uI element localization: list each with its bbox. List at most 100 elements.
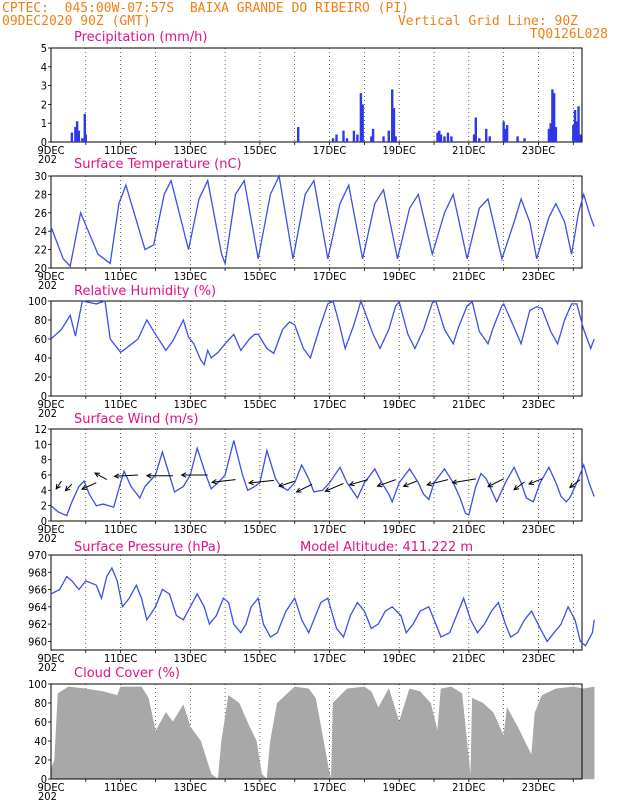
- x-tick-label: 9DEC: [37, 652, 64, 665]
- x-tick-label: 15DEC: [243, 781, 276, 794]
- series-line: [50, 298, 595, 367]
- precip-bar: [439, 134, 443, 142]
- x-tick-label: 23DEC: [522, 652, 555, 665]
- wind-vector: [569, 479, 581, 488]
- x-tick-label: 23DEC: [522, 398, 555, 411]
- y-tick-label: 2: [41, 500, 47, 513]
- x-tick-label: 11DEC: [104, 270, 137, 283]
- wind-arrowhead: [145, 473, 152, 479]
- precip-bar: [485, 128, 488, 142]
- x-tick-label: 19DEC: [383, 652, 416, 665]
- y-tick-label: 24: [34, 225, 47, 238]
- wind-vector: [528, 478, 543, 485]
- precip-bar: [552, 93, 556, 142]
- y-tick-label: 1: [41, 117, 47, 130]
- x-tick-label: 13DEC: [174, 144, 207, 157]
- x-tick-label: 15DEC: [243, 398, 276, 411]
- panel-title: Surface Wind (m/s): [74, 412, 198, 427]
- y-tick-label: 5: [41, 42, 47, 55]
- precip-bar: [342, 130, 345, 142]
- precip-bar: [579, 134, 582, 142]
- precip-bar: [472, 134, 476, 142]
- x-tick-label: 13DEC: [174, 652, 207, 665]
- precip-bar: [551, 89, 554, 142]
- y-tick-label: 20: [34, 754, 47, 767]
- wind-arrowhead: [210, 479, 217, 485]
- panel-title: Cloud Cover (%): [74, 666, 180, 681]
- precip-bar: [382, 136, 385, 142]
- precip-bar: [504, 128, 507, 142]
- precip-bar: [75, 121, 79, 142]
- wind-arrowhead: [180, 472, 187, 478]
- wind-arrowhead: [426, 481, 433, 487]
- precip-bar: [394, 136, 397, 142]
- precip-bar: [297, 126, 300, 142]
- y-tick-label: 960: [28, 635, 47, 648]
- x-tick-label: 17DEC: [313, 781, 346, 794]
- series-line: [50, 566, 595, 647]
- precip-bar: [488, 136, 491, 142]
- precip-bar: [352, 130, 356, 142]
- precip-bar: [446, 132, 450, 142]
- panel-title: Surface Temperature (nC): [74, 157, 242, 172]
- x-tick-label: 9DEC: [37, 523, 64, 536]
- wind-vector: [403, 480, 417, 487]
- y-tick-label: 0: [41, 136, 47, 149]
- y-tick-label: 60: [34, 716, 47, 729]
- wind-vector: [427, 479, 449, 486]
- panel-6: [48, 683, 595, 782]
- x-tick-label: 19DEC: [383, 144, 416, 157]
- precip-bar: [74, 126, 77, 142]
- x-tick-label: 11DEC: [104, 398, 137, 411]
- y-tick-label: 40: [34, 735, 47, 748]
- y-tick-label: 4: [41, 61, 47, 74]
- x-tick-label: 23DEC: [522, 781, 555, 794]
- y-tick-label: 20: [34, 262, 47, 275]
- y-tick-label: 4: [41, 484, 47, 497]
- header-model-id: TQ0126L028: [529, 27, 608, 42]
- precip-bar: [370, 136, 373, 142]
- x-tick-label: 19DEC: [383, 270, 416, 283]
- y-tick-label: 0: [41, 390, 47, 403]
- y-tick-label: 3: [41, 80, 47, 93]
- precip-bar: [359, 93, 363, 142]
- x-year-stub: 202: [38, 532, 57, 545]
- precip-bar: [577, 106, 580, 142]
- precip-bar: [438, 130, 441, 142]
- plot-frame: [50, 47, 583, 143]
- wind-arrowhead: [348, 481, 355, 487]
- wind-arrowhead: [80, 484, 88, 490]
- precip-bar: [83, 113, 86, 142]
- precip-bar: [478, 138, 481, 142]
- x-tick-label: 13DEC: [174, 781, 207, 794]
- x-tick-label: 9DEC: [37, 781, 64, 794]
- x-tick-label: 19DEC: [383, 398, 416, 411]
- panel-5: [48, 554, 595, 653]
- wind-arrowhead: [295, 487, 302, 493]
- x-tick-label: 23DEC: [522, 144, 555, 157]
- precip-bar: [575, 121, 578, 142]
- wind-vector: [296, 483, 313, 493]
- wind-arrowhead: [513, 484, 520, 491]
- x-tick-label: 17DEC: [313, 523, 346, 536]
- precip-bar: [84, 134, 88, 142]
- precip-bar: [345, 138, 349, 142]
- x-tick-label: 23DEC: [522, 523, 555, 536]
- x-tick-label: 15DEC: [243, 652, 276, 665]
- y-tick-label: 8: [41, 454, 47, 467]
- wind-vector: [249, 479, 274, 484]
- y-tick-label: 968: [28, 566, 47, 579]
- y-tick-label: 2: [41, 98, 47, 111]
- y-tick-label: 80: [34, 314, 47, 327]
- panel-title: Relative Humidity (%): [74, 284, 216, 299]
- precip-bar: [572, 125, 575, 142]
- wind-vector: [452, 478, 476, 484]
- precip-bar: [81, 138, 84, 142]
- precip-bar: [549, 123, 552, 142]
- precip-bar: [547, 128, 551, 142]
- y-tick-label: 0: [41, 515, 47, 528]
- x-tick-label: 11DEC: [104, 781, 137, 794]
- x-year-stub: 202: [38, 153, 57, 166]
- y-tick-label: 22: [34, 244, 47, 257]
